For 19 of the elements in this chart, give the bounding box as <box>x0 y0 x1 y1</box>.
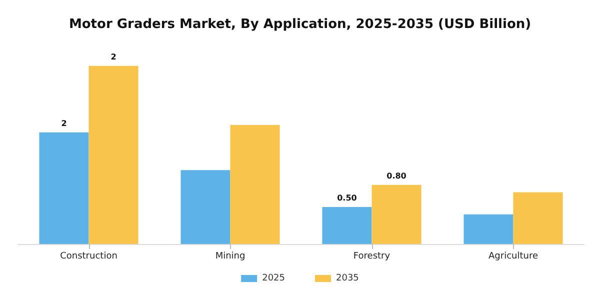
data-label: 0.80 <box>386 171 407 180</box>
bar <box>513 192 563 244</box>
bar <box>180 170 230 244</box>
bar <box>464 214 514 244</box>
bar <box>230 124 280 244</box>
data-label: 2 <box>61 118 67 128</box>
x-tick-label: Construction <box>60 252 118 262</box>
legend-label: 2025 <box>262 274 285 284</box>
bar <box>88 66 138 244</box>
bar <box>372 184 422 244</box>
data-label: 0.50 <box>337 194 358 203</box>
legend-label: 2035 <box>336 274 359 284</box>
bar <box>39 132 89 244</box>
x-tick-label: Forestry <box>353 252 391 262</box>
chart-title: Motor Graders Market, By Application, 2025-2035 (USD Billion) <box>68 17 532 32</box>
bar <box>322 207 372 244</box>
x-tick-label: Mining <box>215 252 246 262</box>
data-label: 2 <box>110 52 116 62</box>
x-tick-label: Agriculture <box>488 252 538 262</box>
